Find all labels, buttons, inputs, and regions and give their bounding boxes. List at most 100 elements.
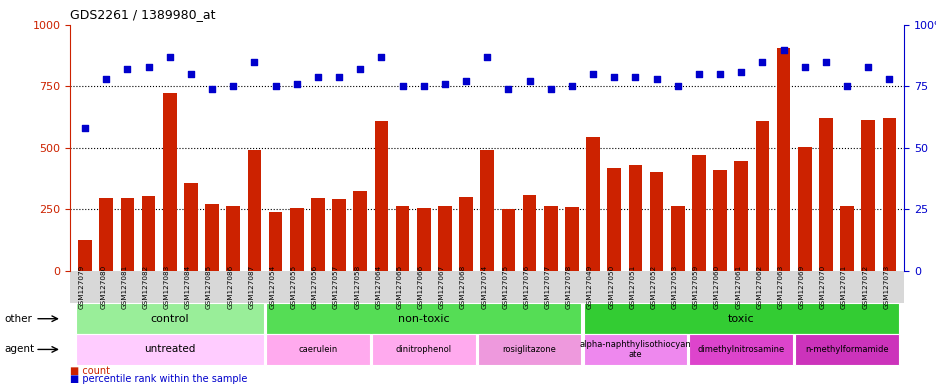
Text: GSM127079: GSM127079	[79, 265, 85, 309]
Point	[78, 125, 93, 131]
Text: GSM127073: GSM127073	[883, 265, 888, 309]
Bar	[269, 212, 282, 271]
Bar	[99, 198, 113, 271]
Point	[247, 59, 262, 65]
Text: GSM127053: GSM127053	[671, 265, 677, 309]
Text: GSM127066: GSM127066	[417, 265, 423, 309]
Point	[839, 83, 854, 89]
Text: agent: agent	[5, 344, 35, 354]
Text: GSM127051: GSM127051	[629, 265, 635, 309]
Text: GSM127077: GSM127077	[544, 265, 550, 309]
Text: other: other	[5, 314, 33, 324]
Text: GSM127067: GSM127067	[438, 265, 445, 309]
Text: untreated: untreated	[144, 344, 196, 354]
Point	[881, 76, 896, 82]
Bar	[543, 205, 557, 271]
Text: GSM127062: GSM127062	[755, 265, 762, 309]
Text: GSM127078: GSM127078	[565, 265, 571, 309]
Point	[649, 76, 664, 82]
Bar	[417, 208, 431, 271]
Text: control: control	[151, 314, 189, 324]
Text: dinitrophenol: dinitrophenol	[395, 345, 451, 354]
Text: GSM127082: GSM127082	[142, 265, 149, 309]
Point	[204, 86, 219, 92]
Text: GSM127070: GSM127070	[819, 265, 825, 309]
Bar	[163, 93, 177, 271]
Text: GSM127076: GSM127076	[523, 265, 529, 309]
Text: GSM127061: GSM127061	[735, 265, 740, 309]
Text: GSM127049: GSM127049	[587, 265, 592, 309]
Point	[226, 83, 241, 89]
Bar	[797, 147, 811, 271]
Text: GSM127054: GSM127054	[270, 265, 275, 309]
Text: GSM127083: GSM127083	[164, 265, 169, 309]
Text: GSM127087: GSM127087	[248, 265, 255, 309]
Point	[585, 71, 600, 77]
Bar	[121, 198, 134, 271]
Bar	[840, 205, 853, 271]
Text: toxic: toxic	[727, 314, 753, 324]
Text: alpha-naphthylisothiocyan
ate: alpha-naphthylisothiocyan ate	[578, 340, 691, 359]
Point	[352, 66, 367, 72]
Point	[141, 64, 156, 70]
Point	[711, 71, 726, 77]
Point	[669, 83, 684, 89]
Text: ■ percentile rank within the sample: ■ percentile rank within the sample	[70, 374, 247, 384]
Text: GSM127081: GSM127081	[122, 265, 127, 309]
Point	[607, 73, 622, 79]
Text: GSM127057: GSM127057	[332, 265, 339, 309]
Bar	[564, 207, 578, 271]
Text: GSM127085: GSM127085	[206, 265, 212, 309]
Text: dimethylnitrosamine: dimethylnitrosamine	[697, 345, 784, 354]
Point	[331, 73, 346, 79]
Point	[458, 78, 473, 84]
Bar	[501, 209, 515, 271]
Text: GSM127064: GSM127064	[375, 265, 381, 309]
Point	[817, 59, 832, 65]
Bar	[692, 155, 705, 271]
Bar	[586, 137, 599, 271]
Text: caerulein: caerulein	[298, 345, 337, 354]
Text: GSM127080: GSM127080	[100, 265, 106, 309]
Bar	[437, 205, 451, 271]
Bar	[670, 205, 684, 271]
Text: GSM127068: GSM127068	[460, 265, 465, 309]
Text: GSM127055: GSM127055	[290, 265, 297, 309]
Point	[120, 66, 135, 72]
Point	[289, 81, 304, 87]
Bar	[183, 184, 197, 271]
Bar	[395, 205, 409, 271]
Point	[543, 86, 558, 92]
Text: GSM127072: GSM127072	[861, 265, 868, 309]
Point	[691, 71, 706, 77]
Point	[98, 76, 113, 82]
Text: GSM127060: GSM127060	[713, 265, 719, 309]
Text: rosiglitazone: rosiglitazone	[502, 345, 556, 354]
Text: GSM127052: GSM127052	[650, 265, 656, 309]
Point	[797, 64, 812, 70]
Point	[416, 83, 431, 89]
Point	[479, 54, 494, 60]
Bar	[882, 118, 896, 271]
Text: GSM127063: GSM127063	[777, 265, 782, 309]
Point	[521, 78, 536, 84]
Bar	[311, 198, 325, 271]
Point	[775, 46, 790, 53]
Text: GSM127086: GSM127086	[227, 265, 233, 309]
Bar	[607, 167, 621, 271]
Text: GDS2261 / 1389980_at: GDS2261 / 1389980_at	[70, 8, 215, 21]
Text: ■ count: ■ count	[70, 366, 110, 376]
Point	[860, 64, 875, 70]
Point	[373, 54, 388, 60]
Bar	[227, 205, 240, 271]
Text: GSM127050: GSM127050	[607, 265, 614, 309]
Text: GSM127065: GSM127065	[396, 265, 402, 309]
Bar	[628, 165, 641, 271]
Point	[437, 81, 452, 87]
Bar	[353, 191, 367, 271]
Point	[310, 73, 325, 79]
Text: GSM127071: GSM127071	[841, 265, 846, 309]
Text: GSM127069: GSM127069	[797, 265, 804, 309]
Bar	[860, 119, 874, 271]
Point	[563, 83, 578, 89]
